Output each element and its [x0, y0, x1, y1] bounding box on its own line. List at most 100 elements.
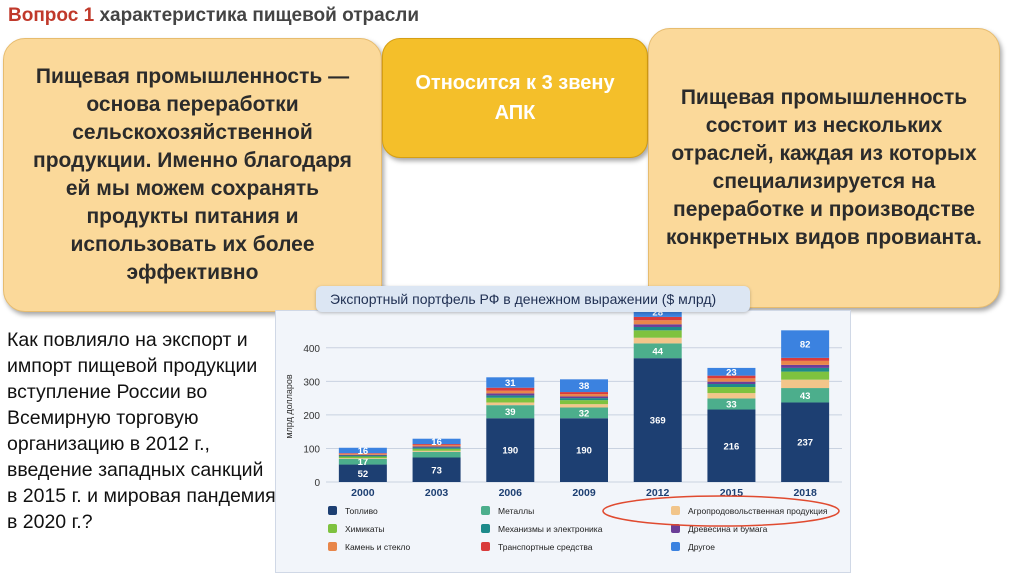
legend-label: Топливо: [345, 506, 378, 516]
y-tick-label: 0: [314, 478, 320, 489]
legend-label: Транспортные средства: [498, 542, 593, 552]
bar-segment: [560, 394, 608, 397]
data-label: 190: [576, 446, 592, 457]
data-label: 73: [431, 465, 442, 476]
legend-label: Другое: [688, 542, 715, 552]
bar-segment: [338, 458, 387, 459]
data-label: 52: [358, 469, 369, 480]
data-label: 16: [431, 437, 442, 448]
question-text: Как повлияло на экспорт и импорт пищевой…: [7, 329, 276, 533]
bar-segment: [781, 388, 830, 403]
bar-segment: [486, 377, 535, 388]
bar-segment: [486, 393, 535, 396]
bar-segment: [338, 464, 387, 482]
bar-segment: [781, 379, 830, 389]
legend-label: Древесина и бумага: [688, 524, 768, 534]
data-label: 39: [505, 407, 516, 418]
data-label: 44: [652, 346, 663, 357]
bar-segment: [707, 378, 756, 382]
chart-title: Экспортный портфель РФ в денежном выраже…: [316, 286, 750, 312]
bar-segment: [412, 438, 461, 445]
bar-segment: [781, 371, 830, 380]
highlight-ellipse: [602, 495, 840, 527]
bar-segment: [781, 330, 830, 358]
data-label: 23: [726, 367, 737, 378]
bar-segment: [633, 358, 682, 482]
bar-segment: [486, 402, 535, 406]
bar-segment: [560, 400, 608, 405]
legend-swatch: [328, 506, 337, 515]
x-tick-label: 2003: [425, 487, 449, 499]
data-label: 369: [650, 416, 666, 427]
bar-segment: [633, 316, 682, 321]
bar-segment: [707, 409, 756, 482]
legend-label: Камень и стекло: [345, 542, 410, 552]
legend-swatch: [671, 524, 680, 533]
legend-label: Агропродовольственная продукция: [688, 506, 828, 516]
bar-segment: [412, 451, 461, 458]
data-label: 33: [726, 399, 737, 410]
data-label: 38: [579, 381, 590, 392]
bar-segment: [781, 357, 830, 361]
y-tick-label: 200: [303, 411, 320, 422]
bar-segment: [707, 381, 756, 385]
bar-segment: [633, 337, 682, 344]
bar-segment: [781, 402, 830, 482]
legend-label: Химикаты: [345, 524, 384, 534]
bar-segment: [707, 384, 756, 388]
structure-text: Пищевая промышленность состоит из нескол…: [666, 86, 982, 249]
bar-segment: [486, 395, 535, 398]
bar-segment: [338, 455, 387, 457]
data-label: 17: [358, 457, 369, 468]
data-label: 28: [652, 311, 663, 319]
bar-segment: [412, 444, 461, 446]
bar-segment: [486, 387, 535, 391]
legend-label: Механизмы и электроника: [498, 524, 603, 534]
bar-segment: [633, 324, 682, 327]
bar-segment: [707, 367, 756, 376]
bar-segment: [560, 407, 608, 419]
bar-segment: [633, 330, 682, 338]
bar-segment: [633, 343, 682, 359]
bar-segment: [412, 457, 461, 482]
data-label: 216: [723, 441, 739, 452]
x-tick-label: 2015: [720, 487, 744, 499]
y-axis-label: млрд долларов: [284, 374, 294, 439]
bar-segment: [633, 320, 682, 325]
data-label: 82: [800, 340, 811, 351]
bar-segment: [560, 398, 608, 401]
y-tick-label: 100: [303, 444, 320, 455]
legend-label: Металлы: [498, 506, 534, 516]
structure-card: Пищевая промышленность состоит из нескол…: [648, 28, 1000, 308]
bar-segment: [560, 404, 608, 408]
bar-segment: [781, 360, 830, 365]
data-label: 43: [800, 391, 811, 402]
apk-link-card: Относится к 3 звену АПК: [382, 38, 648, 158]
bar-segment: [486, 390, 535, 394]
bar-segment: [781, 364, 830, 368]
apk-link-text: Относится к 3 звену АПК: [415, 72, 615, 124]
bar-segment: [338, 456, 387, 459]
definition-text: Пищевая промышленность — основа перерабо…: [33, 65, 352, 284]
bar-segment: [560, 379, 608, 393]
bar-segment: [412, 446, 461, 448]
title-text: характеристика пищевой отрасли: [94, 5, 420, 26]
bar-segment: [486, 418, 535, 482]
y-tick-label: 300: [303, 377, 320, 388]
bar-segment: [633, 326, 682, 331]
bar-segment: [412, 450, 461, 452]
legend-swatch: [481, 524, 490, 533]
data-label: 32: [579, 408, 590, 419]
x-tick-label: 2000: [351, 487, 375, 499]
bar-segment: [781, 367, 830, 372]
bar-segment: [412, 445, 461, 447]
bar-segment: [338, 454, 387, 456]
legend-swatch: [671, 506, 680, 515]
data-label: 190: [502, 446, 518, 457]
bar-segment: [560, 396, 608, 399]
legend-swatch: [671, 542, 680, 551]
definition-card: Пищевая промышленность — основа перерабо…: [3, 38, 382, 312]
bar-segment: [412, 447, 461, 449]
x-tick-label: 2006: [499, 487, 523, 499]
